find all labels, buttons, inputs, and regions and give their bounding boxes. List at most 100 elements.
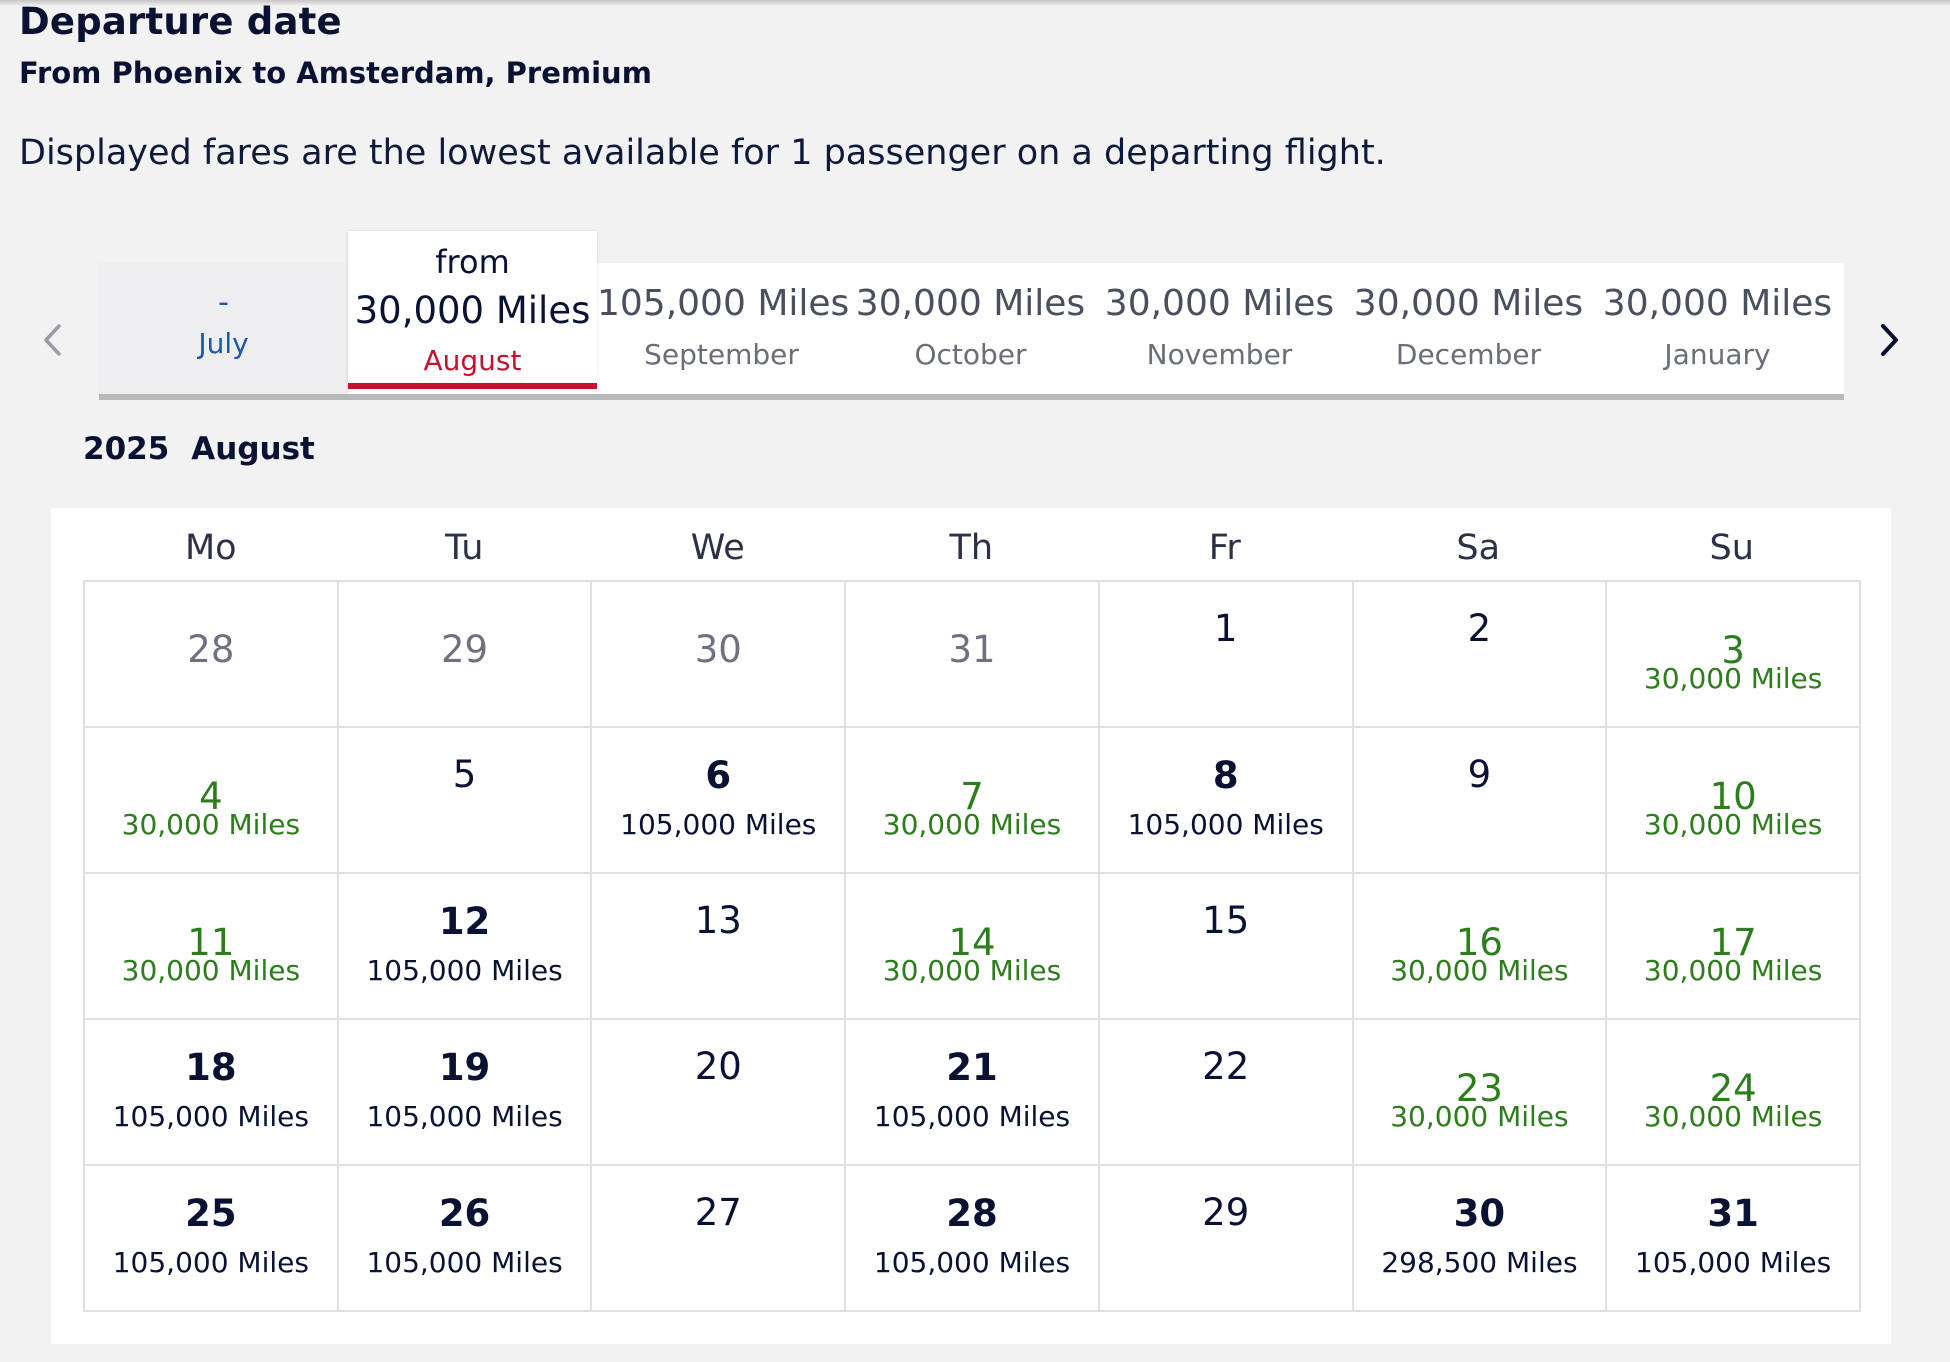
calendar-day-cell: 28 <box>85 582 339 728</box>
day-number: 28 <box>187 628 235 671</box>
month-tab-november[interactable]: 30,000 Miles November <box>1095 263 1344 394</box>
calendar-day-cell[interactable]: 16 30,000 Miles <box>1353 874 1608 1020</box>
calendar-day-cell[interactable]: 14 30,000 Miles <box>846 874 1100 1020</box>
day-number: 31 <box>1707 1192 1759 1235</box>
day-fare: 105,000 Miles <box>873 1246 1071 1279</box>
month-tab-august[interactable]: from 30,000 Miles August <box>348 231 597 389</box>
calendar-day-cell[interactable]: 15 <box>1099 874 1354 1020</box>
day-fare: 105,000 Miles <box>873 1100 1071 1133</box>
day-fare: 30,000 Miles <box>121 954 301 987</box>
month-selector: - July from 30,000 Miles August 105,000 … <box>99 231 1844 394</box>
day-fare: 30,000 Miles <box>882 808 1062 841</box>
day-fare: 298,500 Miles <box>1381 1246 1578 1279</box>
month-price: 30,000 Miles <box>1602 283 1833 324</box>
calendar-day-cell[interactable]: 22 <box>1099 1020 1354 1166</box>
day-number: 21 <box>946 1046 998 1089</box>
calendar-day-cell[interactable]: 21 105,000 Miles <box>846 1020 1100 1166</box>
day-number: 26 <box>438 1192 491 1235</box>
chevron-left-icon <box>44 324 61 356</box>
calendar-day-cell[interactable]: 31 105,000 Miles <box>1607 1166 1861 1312</box>
day-number: 11 <box>187 921 235 964</box>
day-number: 30 <box>694 628 742 671</box>
month-label: August <box>423 344 522 377</box>
calendar-day-cell[interactable]: 25 105,000 Miles <box>85 1166 339 1312</box>
calendar-day-cell[interactable]: 1 <box>1099 582 1354 728</box>
calendar-day-cell[interactable]: 6 105,000 Miles <box>592 728 847 874</box>
route-subtitle: From Phoenix to Amsterdam, Premium <box>19 56 652 90</box>
month-tab-december[interactable]: 30,000 Miles December <box>1344 263 1593 394</box>
weekday-label: Sa <box>1456 528 1501 568</box>
weekday-label: Tu <box>445 528 484 568</box>
from-label: from <box>435 243 510 281</box>
day-number: 27 <box>694 1191 742 1234</box>
day-number: 16 <box>1455 921 1503 964</box>
calendar-heading: 2025 August <box>83 431 337 467</box>
day-fare: 105,000 Miles <box>620 808 817 841</box>
day-number: 1 <box>1213 607 1238 650</box>
calendar-day-cell[interactable]: 20 <box>592 1020 847 1166</box>
calendar-day-cell[interactable]: 8 105,000 Miles <box>1099 728 1354 874</box>
calendar-day-cell[interactable]: 26 105,000 Miles <box>338 1166 593 1312</box>
month-label: December <box>1395 338 1542 371</box>
calendar-month: August <box>191 431 315 467</box>
calendar-day-cell[interactable]: 2 <box>1353 582 1608 728</box>
day-number: 3 <box>1721 629 1745 672</box>
day-number: 8 <box>1212 754 1239 797</box>
calendar-year: 2025 <box>83 431 170 467</box>
day-number: 25 <box>185 1192 237 1235</box>
calendar-day-cell[interactable]: 11 30,000 Miles <box>85 874 339 1020</box>
month-label: September <box>644 338 799 371</box>
month-label: July <box>198 327 249 360</box>
day-number: 29 <box>1202 1191 1250 1234</box>
calendar-day-cell: 30 <box>592 582 847 728</box>
calendar-day-cell: 29 <box>338 582 593 728</box>
calendar-day-cell[interactable]: 24 30,000 Miles <box>1607 1020 1861 1166</box>
calendar-day-cell[interactable]: 12 105,000 Miles <box>338 874 593 1020</box>
month-label: October <box>914 338 1027 371</box>
day-fare: 105,000 Miles <box>1127 808 1324 841</box>
day-number: 19 <box>438 1046 491 1089</box>
day-fare: 30,000 Miles <box>882 954 1062 987</box>
weekday-header: Mo Tu We Th Fr Sa Su <box>84 528 1859 580</box>
day-number: 6 <box>705 754 732 797</box>
prev-month-button[interactable] <box>30 318 74 362</box>
day-number: 4 <box>199 775 223 818</box>
calendar-day-cell[interactable]: 4 30,000 Miles <box>85 728 339 874</box>
day-fare: 105,000 Miles <box>112 1100 309 1133</box>
day-number: 31 <box>948 628 996 671</box>
month-price: 30,000 Miles <box>1353 283 1584 324</box>
day-number: 10 <box>1709 775 1757 818</box>
day-fare: 30,000 Miles <box>1643 662 1823 695</box>
day-number: 12 <box>438 900 491 943</box>
day-number: 22 <box>1202 1045 1250 1088</box>
calendar-day-cell[interactable]: 18 105,000 Miles <box>85 1020 339 1166</box>
calendar-day-cell[interactable]: 10 30,000 Miles <box>1607 728 1861 874</box>
calendar-day-cell[interactable]: 29 <box>1099 1166 1354 1312</box>
calendar-day-cell[interactable]: 30 298,500 Miles <box>1353 1166 1608 1312</box>
calendar-day-cell[interactable]: 13 <box>592 874 847 1020</box>
month-label: January <box>1664 338 1771 371</box>
calendar-day-cell[interactable]: 17 30,000 Miles <box>1607 874 1861 1020</box>
day-number: 18 <box>185 1046 237 1089</box>
day-fare: 30,000 Miles <box>1643 808 1823 841</box>
month-tab-july[interactable]: - July <box>99 263 348 394</box>
calendar-day-cell[interactable]: 9 <box>1353 728 1608 874</box>
month-tab-january[interactable]: 30,000 Miles January <box>1593 263 1842 394</box>
calendar-day-cell[interactable]: 19 105,000 Miles <box>338 1020 593 1166</box>
calendar-day-cell[interactable]: 28 105,000 Miles <box>846 1166 1100 1312</box>
month-tab-october[interactable]: 30,000 Miles October <box>846 263 1095 394</box>
month-tab-september[interactable]: 105,000 Miles September <box>597 263 849 394</box>
calendar-panel <box>51 508 1891 1344</box>
day-number: 13 <box>694 899 742 942</box>
calendar-grid: 28 29 30 31 1 2 3 30,000 Miles 4 30,000 Miles 5 6 10… <box>83 580 1861 1312</box>
calendar-day-cell: 31 <box>846 582 1100 728</box>
calendar-day-cell[interactable]: 3 30,000 Miles <box>1607 582 1861 728</box>
day-fare: 105,000 Miles <box>1635 1246 1832 1279</box>
next-month-button[interactable] <box>1868 318 1912 362</box>
calendar-day-cell[interactable]: 7 30,000 Miles <box>846 728 1100 874</box>
calendar-day-cell[interactable]: 27 <box>592 1166 847 1312</box>
month-price: 30,000 Miles <box>354 289 591 332</box>
weekday-label: We <box>690 528 745 568</box>
calendar-day-cell[interactable]: 5 <box>338 728 593 874</box>
calendar-day-cell[interactable]: 23 30,000 Miles <box>1353 1020 1608 1166</box>
